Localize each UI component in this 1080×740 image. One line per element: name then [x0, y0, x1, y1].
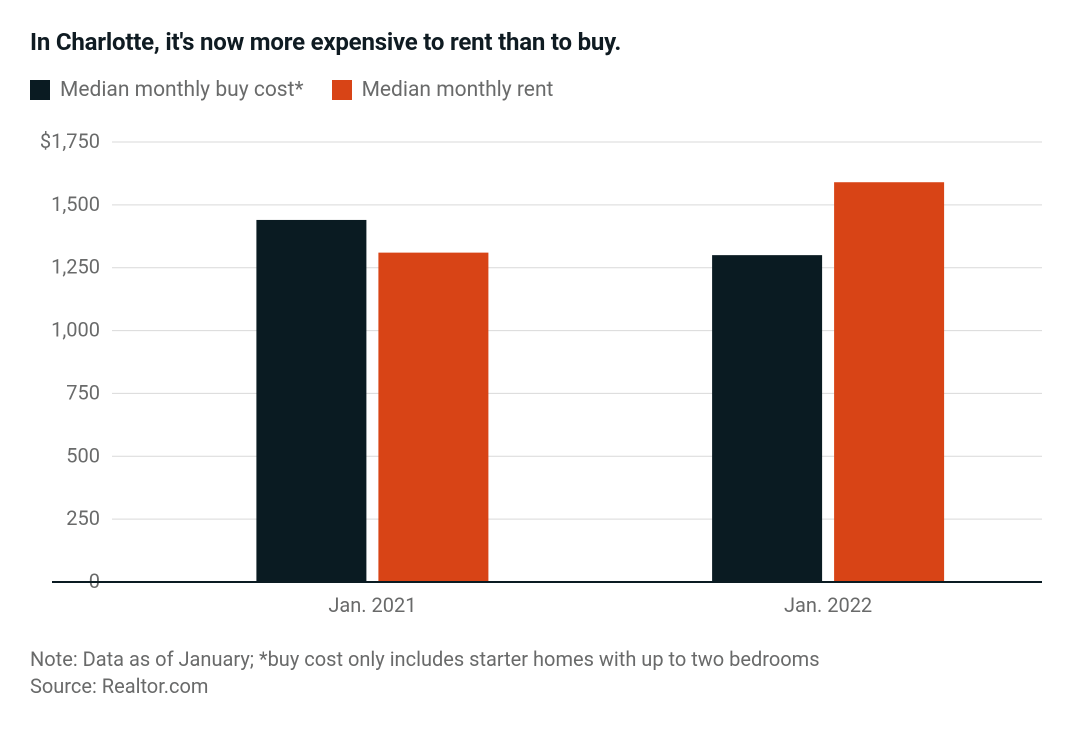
chart-title: In Charlotte, it's now more expensive to…	[30, 28, 1050, 56]
chart-legend: Median monthly buy cost* Median monthly …	[30, 78, 1050, 102]
y-tick-label: 250	[66, 506, 100, 530]
bar-series1	[256, 220, 366, 582]
y-tick-label: 750	[66, 380, 100, 404]
y-tick-label: 1,000	[51, 318, 100, 342]
x-tick-label: Jan. 2022	[784, 593, 872, 617]
bar-series2	[834, 182, 944, 582]
legend-item-buy: Median monthly buy cost*	[30, 78, 304, 102]
chart-footnote: Note: Data as of January; *buy cost only…	[30, 646, 1050, 673]
y-tick-label: 500	[66, 443, 100, 467]
bar-chart: 02505007501,0001,2501,500$1,750Jan. 2021…	[30, 122, 1050, 636]
legend-swatch-buy	[30, 80, 50, 100]
chart-source: Source: Realtor.com	[30, 673, 1050, 700]
legend-label-buy: Median monthly buy cost*	[60, 78, 304, 102]
legend-item-rent: Median monthly rent	[332, 78, 554, 102]
x-tick-label: Jan. 2021	[328, 593, 416, 617]
chart-svg: 02505007501,0001,2501,500$1,750Jan. 2021…	[30, 122, 1050, 632]
y-tick-label: 1,250	[51, 255, 100, 279]
legend-label-rent: Median monthly rent	[362, 78, 554, 102]
y-tick-label: $1,750	[40, 129, 100, 153]
chart-container: In Charlotte, it's now more expensive to…	[0, 0, 1080, 700]
bar-series1	[712, 255, 822, 582]
y-tick-label: 1,500	[51, 192, 100, 216]
legend-swatch-rent	[332, 80, 352, 100]
bar-series2	[378, 253, 488, 582]
